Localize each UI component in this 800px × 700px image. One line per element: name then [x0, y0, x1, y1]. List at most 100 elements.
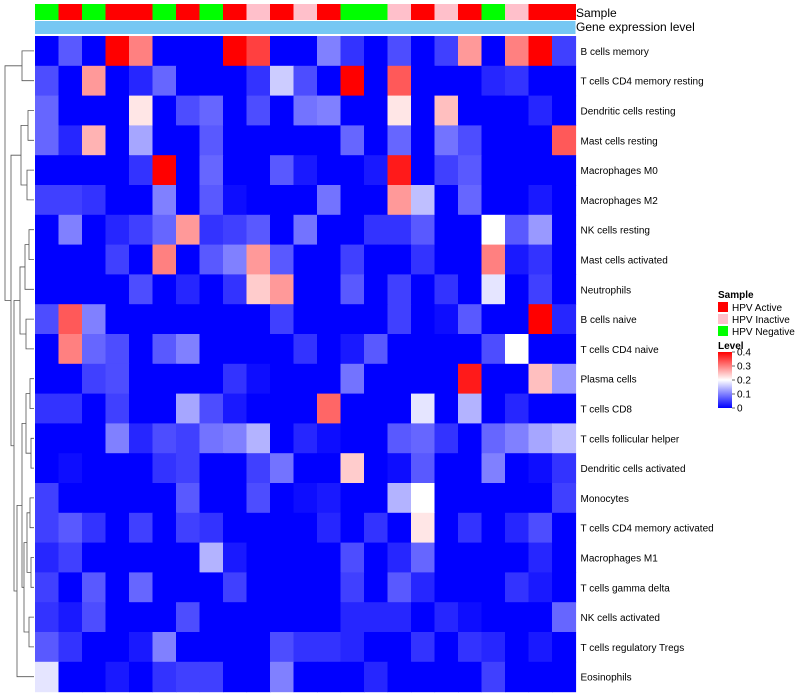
heatmap-cell	[411, 304, 436, 335]
heatmap-cell	[528, 423, 553, 454]
heatmap-cell	[364, 274, 389, 305]
heatmap-cell	[105, 274, 130, 305]
heatmap-cell	[105, 393, 130, 424]
heatmap-cell	[387, 453, 412, 484]
heatmap-cell	[434, 423, 459, 454]
heatmap-cell	[458, 274, 483, 305]
gene-annotation-label: Gene expression level	[576, 20, 695, 34]
heatmap-cell	[434, 185, 459, 216]
heatmap-cell	[387, 244, 412, 275]
row-label: T cells CD4 memory resting	[581, 77, 704, 88]
heatmap-cell	[246, 423, 271, 454]
heatmap-cell	[176, 512, 201, 544]
heatmap-cell	[270, 512, 295, 544]
heatmap-cell	[340, 363, 365, 395]
heatmap-cell	[82, 393, 107, 424]
legend-level-colorbar	[718, 352, 732, 408]
heatmap-cell	[270, 185, 295, 216]
heatmap-cell	[199, 334, 224, 365]
legend-level-title: Level	[718, 341, 744, 352]
heatmap-cell	[129, 244, 154, 275]
heatmap-cell	[387, 483, 412, 514]
heatmap-cell	[82, 483, 107, 514]
heatmap-cell	[411, 214, 436, 246]
heatmap-cell	[82, 155, 107, 186]
heatmap-cell	[105, 36, 130, 67]
heatmap-cell	[105, 304, 130, 335]
heatmap-cell	[58, 244, 83, 275]
heatmap-cell	[552, 542, 577, 573]
dendrogram-branch	[4, 65, 22, 301]
heatmap-cell	[458, 65, 483, 97]
heatmap-cell	[387, 125, 412, 156]
heatmap-cell	[270, 363, 295, 395]
dendrogram-branch	[16, 504, 34, 678]
heatmap-cell	[458, 334, 483, 365]
heatmap-cell	[458, 542, 483, 573]
heatmap-cell	[105, 423, 130, 454]
heatmap-cell	[129, 483, 154, 514]
heatmap-cell	[270, 274, 295, 305]
heatmap-cell	[528, 304, 553, 335]
heatmap-cell	[58, 214, 83, 246]
heatmap-cell	[481, 65, 506, 97]
heatmap-cell	[223, 453, 248, 484]
heatmap-cell	[317, 512, 342, 544]
heatmap-cell	[528, 572, 553, 603]
heatmap-cell	[340, 125, 365, 156]
heatmap-cell	[223, 363, 248, 395]
heatmap-cell	[528, 512, 553, 544]
heatmap-cell	[387, 542, 412, 573]
heatmap-cell	[58, 274, 83, 305]
heatmap-cell	[505, 393, 530, 424]
heatmap-cell	[505, 274, 530, 305]
row-label: B cells memory	[581, 47, 649, 58]
heatmap-cell	[340, 661, 365, 693]
heatmap-cell	[152, 423, 177, 454]
heatmap-cell	[199, 155, 224, 186]
heatmap-cell	[411, 512, 436, 544]
sample-annotation-cell	[481, 4, 506, 20]
heatmap-cell	[35, 572, 60, 603]
heatmap-cell	[176, 36, 201, 67]
heatmap-cell	[505, 572, 530, 603]
heatmap-cell	[411, 453, 436, 484]
heatmap-cell	[270, 244, 295, 275]
heatmap-cell	[505, 304, 530, 335]
heatmap-cell	[246, 453, 271, 484]
heatmap-cell	[152, 214, 177, 246]
heatmap-cell	[293, 155, 318, 186]
heatmap-cell	[552, 483, 577, 514]
heatmap-cell	[152, 661, 177, 693]
heatmap-cell	[223, 65, 248, 97]
legend-sample-swatch	[718, 314, 728, 324]
heatmap-cell	[35, 334, 60, 365]
heatmap-cell	[58, 542, 83, 573]
heatmap-cell	[528, 632, 553, 663]
sample-annotation-cell	[434, 4, 459, 20]
heatmap-cell	[223, 95, 248, 126]
row-label: Macrophages M2	[581, 196, 659, 207]
heatmap-cell	[82, 661, 107, 693]
heatmap-cell	[105, 363, 130, 395]
heatmap-cells	[35, 36, 577, 693]
heatmap-cell	[293, 274, 318, 305]
heatmap-cell	[364, 244, 389, 275]
row-label: Mast cells resting	[581, 136, 658, 147]
heatmap-cell	[58, 632, 83, 663]
heatmap-cell	[58, 661, 83, 693]
heatmap-cell	[35, 36, 60, 67]
heatmap-cell	[387, 155, 412, 186]
heatmap-cell	[552, 95, 577, 126]
heatmap-cell	[528, 185, 553, 216]
heatmap-cell	[340, 95, 365, 126]
heatmap-cell	[82, 453, 107, 484]
heatmap-cell	[176, 363, 201, 395]
heatmap-cell	[411, 274, 436, 305]
heatmap-cell	[317, 125, 342, 156]
legend-level-tick-label: 0.2	[737, 376, 751, 387]
heatmap-cell	[129, 572, 154, 603]
heatmap-cell	[82, 304, 107, 335]
heatmap-cell	[528, 334, 553, 365]
dendrogram-branch	[29, 497, 34, 529]
